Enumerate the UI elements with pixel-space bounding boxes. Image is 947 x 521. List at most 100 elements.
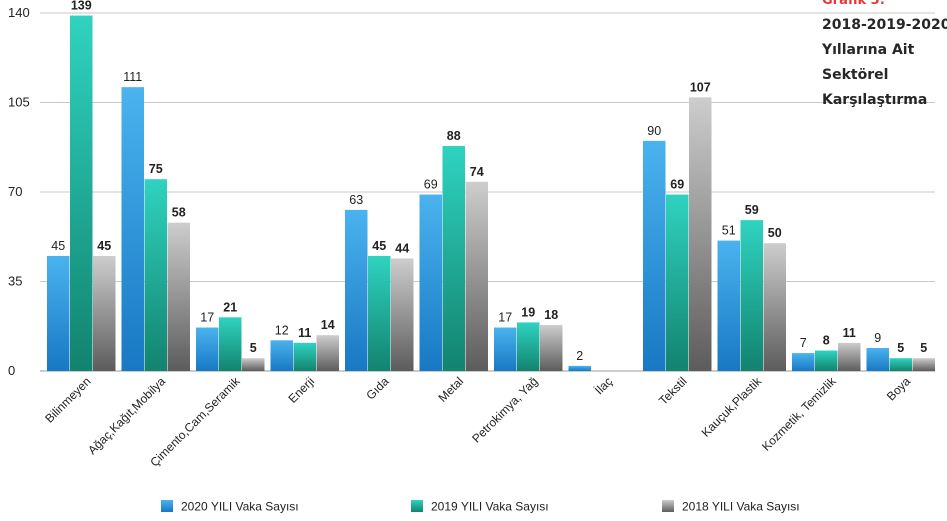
data-label: 44 <box>395 241 409 255</box>
bar-s2018 <box>912 358 935 371</box>
bar-s2018 <box>391 258 414 371</box>
data-label: 69 <box>424 178 438 192</box>
legend: 2020 YILI Vaka Sayısı 2019 YILI Vaka Sayı… <box>161 500 800 514</box>
data-label: 90 <box>647 124 661 138</box>
bars-layer <box>47 15 935 372</box>
bar-s2018 <box>838 342 861 371</box>
data-label: 50 <box>768 226 782 240</box>
data-label: 21 <box>223 300 237 314</box>
x-tick-label: Tekstil <box>656 374 689 407</box>
data-label: 45 <box>372 239 386 253</box>
x-tick-label: Boya <box>884 374 913 403</box>
legend-swatch <box>662 500 674 512</box>
bar-s2020 <box>568 365 591 371</box>
bar-s2018 <box>167 222 190 371</box>
data-label: 8 <box>823 334 830 348</box>
data-label: 7 <box>800 336 807 350</box>
x-tick-label: Bilinmeyen <box>42 374 93 425</box>
bar-s2018 <box>689 97 712 371</box>
chart-title-label: Grafik 3: <box>822 0 885 8</box>
x-tick-label: İlaç <box>592 374 615 397</box>
chart-title-line-4: Karşılaştırma <box>822 92 928 108</box>
bar-s2020 <box>643 140 666 371</box>
legend-label: 2020 YILI Vaka Sayısı <box>181 500 299 514</box>
data-label: 107 <box>690 80 711 94</box>
x-tick-label: Kauçuk,Plastik <box>699 374 765 440</box>
bar-s2020 <box>494 327 517 371</box>
x-tick-label: Kozmetik, Temizlik <box>759 374 839 454</box>
bar-s2019 <box>219 317 242 371</box>
data-label: 9 <box>874 331 881 345</box>
data-label: 11 <box>843 326 856 340</box>
data-label: 12 <box>275 323 289 337</box>
y-tick-label: 140 <box>8 5 30 20</box>
data-label: 139 <box>71 0 92 13</box>
data-label: 19 <box>521 305 535 319</box>
legend-label: 2018 YILI Vaka Sayısı <box>682 500 800 514</box>
data-label: 2 <box>576 349 583 363</box>
x-tick-label: Gıda <box>363 374 392 403</box>
data-label: 17 <box>200 311 214 325</box>
data-label: 111 <box>123 70 142 84</box>
x-tick-label: Metal <box>435 374 466 405</box>
y-tick-label: 105 <box>8 95 30 110</box>
bar-s2019 <box>740 220 763 371</box>
data-label: 63 <box>349 193 363 207</box>
data-label: 45 <box>97 239 111 253</box>
bar-s2018 <box>763 243 786 371</box>
chart-title-line-2: Yıllarına Ait <box>822 42 915 58</box>
data-label: 18 <box>544 308 558 322</box>
data-label: 5 <box>897 341 904 355</box>
chart-title-block: Grafik 3: 2018-2019-2020 Yıllarına Ait S… <box>822 0 947 108</box>
bar-s2019 <box>368 255 391 371</box>
data-label: 74 <box>470 165 484 179</box>
bar-s2020 <box>792 353 815 371</box>
bar-s2020 <box>345 209 368 371</box>
data-label: 58 <box>172 206 186 220</box>
bar-s2019 <box>70 15 93 372</box>
data-label: 69 <box>670 178 684 192</box>
bar-s2019 <box>442 145 465 371</box>
data-label: 17 <box>498 311 512 325</box>
x-tick-label: Enerji <box>286 374 318 406</box>
x-axis: BilinmeyenAğaç,Kağıt,MobilyaÇimento,Cam,… <box>42 374 913 470</box>
bar-s2020 <box>270 340 293 371</box>
bar-s2019 <box>666 194 689 371</box>
y-axis: 0 35 70 105 140 <box>8 5 30 378</box>
legend-label: 2019 YILI Vaka Sayısı <box>431 500 549 514</box>
chart-title-line-1: 2018-2019-2020 <box>822 17 947 33</box>
x-tick-label: Petrokimya, Yağ <box>469 374 540 445</box>
bar-s2020 <box>419 194 442 371</box>
bar-s2019 <box>889 358 912 371</box>
data-label: 5 <box>920 341 927 355</box>
bar-s2019 <box>293 342 316 371</box>
data-label: 59 <box>745 203 759 217</box>
bar-s2018 <box>93 255 116 371</box>
data-label: 88 <box>447 129 461 143</box>
bar-s2020 <box>717 240 740 371</box>
y-tick-label: 0 <box>8 363 15 378</box>
data-label: 75 <box>149 162 163 176</box>
legend-swatch <box>161 500 173 512</box>
bar-s2019 <box>144 179 167 371</box>
bar-s2018 <box>242 358 265 371</box>
chart-title-line-3: Sektörel <box>822 67 889 83</box>
bar-s2019 <box>815 350 838 371</box>
data-label: 45 <box>51 239 65 253</box>
data-label: 11 <box>298 326 311 340</box>
y-tick-label: 35 <box>8 274 22 289</box>
bar-s2020 <box>196 327 219 371</box>
bar-s2020 <box>121 87 144 372</box>
data-label: 51 <box>722 224 736 238</box>
y-tick-label: 70 <box>8 184 22 199</box>
bar-s2018 <box>540 324 563 371</box>
legend-swatch <box>411 500 423 512</box>
bar-s2020 <box>47 255 70 371</box>
data-label: 14 <box>321 318 335 332</box>
bar-s2020 <box>866 347 889 371</box>
bar-s2018 <box>316 335 339 371</box>
data-label: 5 <box>250 341 257 355</box>
